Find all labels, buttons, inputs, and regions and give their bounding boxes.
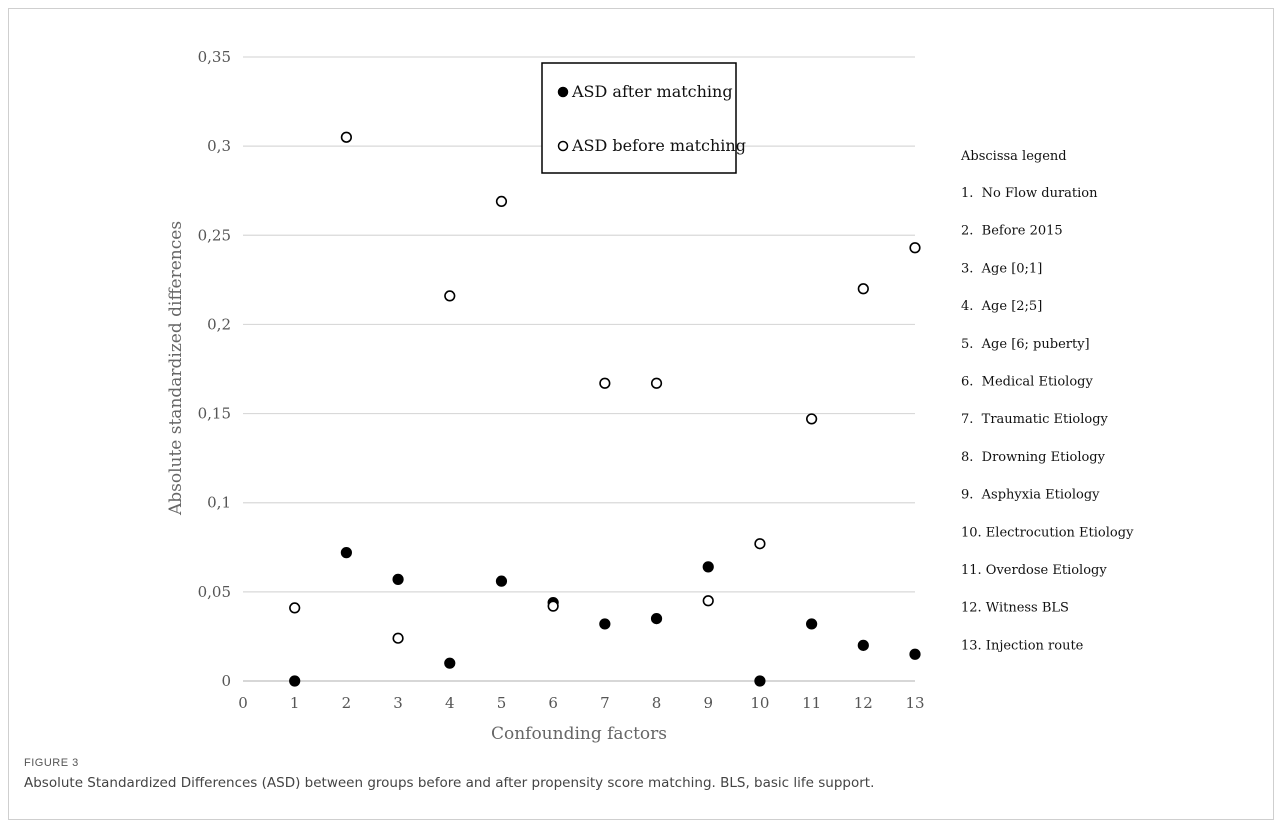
legend-label-before: ASD before matching [571,136,746,155]
point-before-matching [495,195,508,208]
abscissa-legend-item: 13. Injection route [961,638,1084,653]
point-before-matching [599,377,611,389]
point-after-matching [495,575,508,587]
x-tick-label: 8 [652,694,662,712]
abscissa-legend-item: 4. Age [2;5] [961,299,1042,314]
point-before-matching [702,595,714,607]
legend-box [541,62,737,174]
legend-label-after: ASD after matching [571,82,733,101]
x-tick-label: 10 [750,694,769,712]
x-tick-label: 7 [600,694,610,712]
point-after-matching [702,561,714,573]
point-before-matching [547,600,559,612]
abscissa-legend-title: Abscissa legend [960,149,1067,164]
point-before-matching [289,602,301,614]
point-after-matching [650,612,663,625]
x-tick-label: 1 [290,694,300,712]
y-tick-label: 0,15 [198,405,231,423]
point-after-matching [444,657,456,669]
point-after-matching [857,639,869,651]
point-after-matching [392,573,404,585]
x-tick-label: 5 [497,694,507,712]
point-after-matching [806,618,818,630]
point-before-matching [909,242,921,254]
figure-caption: Absolute Standardized Differences (ASD) … [24,775,875,791]
figure-label: FIGURE 3 [24,757,79,769]
x-tick-label: 13 [905,694,924,712]
abscissa-legend-item: 11. Overdose Etiology [961,563,1107,578]
abscissa-legend-item: 5. Age [6; puberty] [961,337,1090,352]
abscissa-legend-item: 9. Asphyxia Etiology [961,488,1100,503]
x-tick-label: 0 [238,694,248,712]
y-tick-label: 0,35 [198,48,231,66]
abscissa-legend: Abscissa legend 1. No Flow duration 2. Be… [960,149,1134,653]
point-after-matching [909,648,921,660]
point-before-matching [392,632,404,644]
abscissa-legend-item: 1. No Flow duration [961,186,1098,201]
abscissa-legend-item: 10. Electrocution Etiology [961,525,1134,540]
x-tick-label: 12 [854,694,873,712]
x-tick-label: 4 [445,694,455,712]
y-axis-title: Absolute standardized differences [166,221,186,516]
y-tick-label: 0,3 [207,137,231,155]
abscissa-legend-item: 8. Drowning Etiology [961,450,1106,465]
y-tick-label: 0,05 [198,583,231,601]
abscissa-legend-item: 12. Witness BLS [961,601,1069,616]
x-tick-label: 2 [342,694,352,712]
x-axis-title: Confounding factors [491,724,667,744]
abscissa-legend-item: 7. Traumatic Etiology [961,412,1109,427]
data-points [289,131,921,687]
point-before-matching [340,131,352,143]
y-tick-label: 0,2 [207,315,231,333]
legend-marker-after [557,86,569,98]
abscissa-legend-item: 3. Age [0;1] [961,261,1042,276]
y-tick-label: 0 [221,672,231,690]
point-before-matching [754,538,766,550]
point-after-matching [340,547,352,559]
point-before-matching [806,413,818,425]
x-tick-label: 9 [703,694,713,712]
point-before-matching [444,290,456,302]
point-before-matching [857,283,869,295]
point-before-matching [650,377,663,389]
point-after-matching [599,618,611,630]
point-after-matching [754,675,766,687]
legend-marker-before [557,140,569,152]
x-tick-label: 11 [802,694,821,712]
y-tick-label: 0,1 [207,494,231,512]
abscissa-legend-item: 2. Before 2015 [961,224,1063,239]
legend: ASD after matching ASD before matching [541,62,746,174]
point-after-matching [289,675,301,687]
abscissa-legend-item: 6. Medical Etiology [961,375,1093,390]
x-tick-label: 3 [393,694,403,712]
axes: 00,050,10,150,20,250,30,350 1 2 3 4 5 6 7 8 9 10 11… [198,48,925,712]
x-tick-label: 6 [548,694,558,712]
y-tick-label: 0,25 [198,226,231,244]
